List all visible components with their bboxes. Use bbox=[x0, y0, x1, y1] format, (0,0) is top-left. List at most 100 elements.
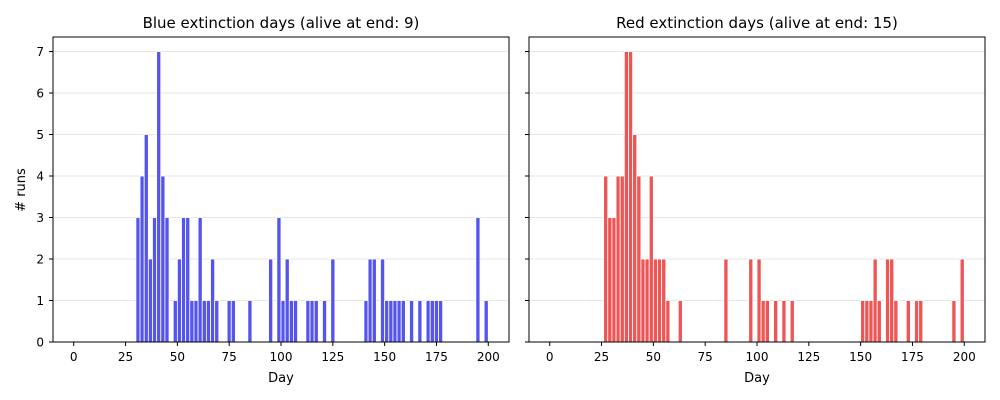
blue-bar bbox=[189, 300, 195, 343]
blue-y-tick-label: 0 bbox=[36, 336, 44, 350]
blue-bar bbox=[143, 134, 149, 343]
red-x-tick-label: 75 bbox=[698, 350, 713, 364]
red-bar bbox=[723, 258, 729, 343]
blue-bar bbox=[201, 300, 207, 343]
red-x-axis-label: Day bbox=[744, 371, 770, 386]
blue-bar bbox=[475, 217, 481, 343]
blue-bar bbox=[429, 300, 435, 343]
blue-histogram-panel: 0 25 50 75 100 125 150 175 200 0 1 2 3 4 5 6 7 Blue ext… bbox=[14, 14, 510, 386]
blue-bar bbox=[280, 300, 286, 343]
red-bar bbox=[885, 258, 891, 343]
red-bar bbox=[918, 300, 924, 343]
blue-bar bbox=[330, 258, 336, 343]
blue-bar bbox=[230, 300, 236, 343]
blue-bar bbox=[371, 258, 377, 343]
red-chart-title: Red extinction days (alive at end: 15) bbox=[616, 14, 898, 32]
red-x-tick-label: 175 bbox=[901, 350, 924, 364]
red-bar bbox=[607, 217, 613, 343]
blue-bar bbox=[193, 300, 199, 343]
blue-bar bbox=[363, 300, 369, 343]
red-x-tick-label: 100 bbox=[746, 350, 769, 364]
blue-x-tick-label: 25 bbox=[118, 350, 133, 364]
blue-x-tick-label: 50 bbox=[170, 350, 185, 364]
red-bar bbox=[860, 300, 866, 343]
red-bar bbox=[868, 300, 874, 343]
red-x-tick-label: 200 bbox=[953, 350, 976, 364]
blue-x-tick-label: 150 bbox=[373, 350, 396, 364]
red-bar bbox=[644, 258, 650, 343]
blue-x-tick-label: 0 bbox=[70, 350, 78, 364]
blue-bar bbox=[384, 300, 390, 343]
blue-y-tick-label: 6 bbox=[36, 87, 44, 101]
blue-bar bbox=[305, 300, 311, 343]
blue-bar bbox=[392, 300, 398, 343]
blue-y-tick-label: 5 bbox=[36, 128, 44, 142]
red-bar bbox=[665, 300, 671, 343]
blue-bar bbox=[176, 258, 182, 343]
red-bar bbox=[764, 300, 770, 343]
red-x-ticks: 0 25 50 75 100 125 150 175 200 bbox=[546, 342, 976, 364]
red-bar bbox=[619, 175, 625, 343]
red-bar bbox=[876, 300, 882, 343]
blue-bar bbox=[135, 217, 141, 343]
red-bar bbox=[872, 258, 878, 343]
red-x-tick-label: 150 bbox=[849, 350, 872, 364]
blue-bar bbox=[214, 300, 220, 343]
red-bar bbox=[889, 258, 895, 343]
red-bar bbox=[760, 300, 766, 343]
blue-bar bbox=[152, 217, 158, 343]
red-bar bbox=[636, 175, 642, 343]
blue-y-tick-label: 7 bbox=[36, 45, 44, 59]
blue-bar bbox=[172, 300, 178, 343]
red-bar bbox=[623, 51, 629, 343]
blue-bar bbox=[409, 300, 415, 343]
blue-x-tick-label: 200 bbox=[477, 350, 500, 364]
red-bar bbox=[657, 258, 663, 343]
red-bar bbox=[615, 175, 621, 343]
red-bar bbox=[677, 300, 683, 343]
blue-y-tick-label: 4 bbox=[36, 170, 44, 184]
red-bar bbox=[773, 300, 779, 343]
blue-bar bbox=[247, 300, 253, 343]
blue-bar bbox=[139, 175, 145, 343]
blue-x-tick-label: 75 bbox=[222, 350, 237, 364]
red-bar bbox=[905, 300, 911, 343]
red-y-ticks bbox=[525, 51, 529, 343]
blue-bar bbox=[210, 258, 216, 343]
red-x-tick-label: 0 bbox=[546, 350, 554, 364]
blue-bars bbox=[135, 51, 489, 343]
blue-bar bbox=[226, 300, 232, 343]
blue-y-tick-label: 1 bbox=[36, 294, 44, 308]
red-bar bbox=[781, 300, 787, 343]
blue-x-tick-label: 100 bbox=[270, 350, 293, 364]
red-x-tick-label: 50 bbox=[646, 350, 661, 364]
red-bar bbox=[611, 217, 617, 343]
blue-bar bbox=[156, 51, 162, 343]
red-bar bbox=[893, 300, 899, 343]
blue-x-tick-label: 125 bbox=[321, 350, 344, 364]
blue-bar bbox=[425, 300, 431, 343]
blue-bar bbox=[205, 300, 211, 343]
blue-bar bbox=[483, 300, 489, 343]
red-histogram-panel: 0 25 50 75 100 125 150 175 200 Red extinction da… bbox=[525, 14, 986, 386]
blue-bar bbox=[433, 300, 439, 343]
red-bar bbox=[648, 175, 654, 343]
blue-bar bbox=[400, 300, 406, 343]
blue-x-tick-label: 175 bbox=[425, 350, 448, 364]
red-bar bbox=[914, 300, 920, 343]
red-bar bbox=[951, 300, 957, 343]
blue-bar bbox=[268, 258, 274, 343]
blue-y-tick-label: 2 bbox=[36, 253, 44, 267]
blue-bar bbox=[380, 258, 386, 343]
red-bar bbox=[652, 258, 658, 343]
red-bar bbox=[640, 258, 646, 343]
blue-bar bbox=[322, 300, 328, 343]
red-x-tick-label: 25 bbox=[594, 350, 609, 364]
red-bar bbox=[756, 258, 762, 343]
blue-bar bbox=[309, 300, 315, 343]
blue-y-axis-label: # runs bbox=[14, 168, 29, 212]
red-bar bbox=[789, 300, 795, 343]
blue-bar bbox=[185, 217, 191, 343]
blue-bar bbox=[417, 300, 423, 343]
blue-bar bbox=[160, 175, 166, 343]
